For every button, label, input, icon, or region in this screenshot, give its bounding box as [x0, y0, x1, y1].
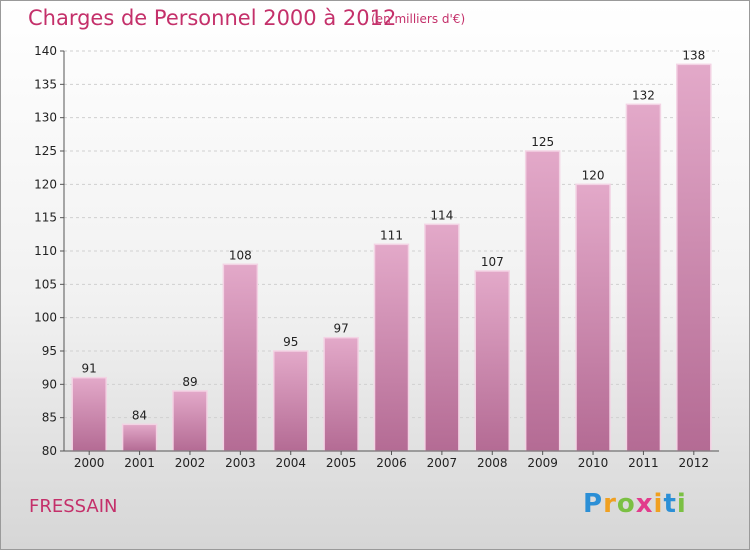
- x-tick-label-2003: 2003: [225, 456, 256, 470]
- bar-2000: [71, 376, 107, 452]
- y-tick-label: 120: [34, 177, 57, 191]
- y-tick-label: 130: [34, 111, 57, 125]
- y-tick-label: 80: [42, 444, 57, 458]
- bar-2012: [676, 63, 712, 452]
- value-label-2011: 132: [632, 88, 655, 102]
- y-tick-label: 125: [34, 144, 57, 158]
- value-label-2001: 84: [132, 408, 147, 422]
- bar-2008: [474, 270, 511, 452]
- value-label-2007: 114: [430, 208, 453, 222]
- bar-2001: [121, 423, 158, 452]
- value-label-2008: 107: [481, 255, 504, 269]
- value-label-2009: 125: [531, 135, 554, 149]
- y-tick-label: 110: [34, 244, 57, 258]
- y-tick-label: 85: [42, 411, 57, 425]
- x-tick-label-2009: 2009: [527, 456, 558, 470]
- y-tick-label: 100: [34, 311, 57, 325]
- y-tick-label: 115: [34, 211, 57, 225]
- value-label-2010: 120: [582, 168, 605, 182]
- bar-2011: [625, 103, 662, 452]
- x-tick-label-2004: 2004: [275, 456, 306, 470]
- value-label-2005: 97: [333, 322, 348, 336]
- bar-2003: [222, 263, 259, 452]
- x-tick-label-2012: 2012: [679, 456, 710, 470]
- value-label-2006: 111: [380, 228, 403, 242]
- y-tick-label: 135: [34, 77, 57, 91]
- y-tick-label: 140: [34, 44, 57, 58]
- y-tick-label: 105: [34, 277, 57, 291]
- bar-2007: [424, 223, 460, 452]
- bar-2004: [272, 350, 309, 452]
- x-tick-label-2000: 2000: [74, 456, 105, 470]
- value-label-2012: 138: [682, 48, 705, 62]
- bar-2010: [575, 183, 611, 452]
- x-tick-label-2005: 2005: [326, 456, 357, 470]
- chart-subtitle: (en milliers d'€): [371, 12, 466, 26]
- x-tick-label-2007: 2007: [427, 456, 458, 470]
- x-tick-label-2006: 2006: [376, 456, 407, 470]
- y-tick-label: 90: [42, 377, 57, 391]
- place-name: FRESSAIN: [29, 496, 118, 517]
- y-tick-label: 95: [42, 344, 57, 358]
- value-label-2003: 108: [229, 248, 252, 262]
- x-tick-label-2011: 2011: [628, 456, 659, 470]
- chart-title: Charges de Personnel 2000 à 2012: [28, 6, 397, 30]
- x-tick-label-2008: 2008: [477, 456, 508, 470]
- value-label-2002: 89: [182, 375, 197, 389]
- bar-2006: [373, 243, 410, 452]
- bar-2005: [323, 336, 359, 452]
- x-tick-label-2010: 2010: [578, 456, 609, 470]
- value-label-2004: 95: [283, 335, 298, 349]
- x-tick-label-2002: 2002: [175, 456, 206, 470]
- x-tick-label-2001: 2001: [124, 456, 155, 470]
- bar-2002: [172, 390, 208, 452]
- bar-2009: [524, 150, 561, 452]
- value-label-2000: 91: [82, 362, 97, 376]
- proxiti-logo: Proxiti: [583, 489, 687, 519]
